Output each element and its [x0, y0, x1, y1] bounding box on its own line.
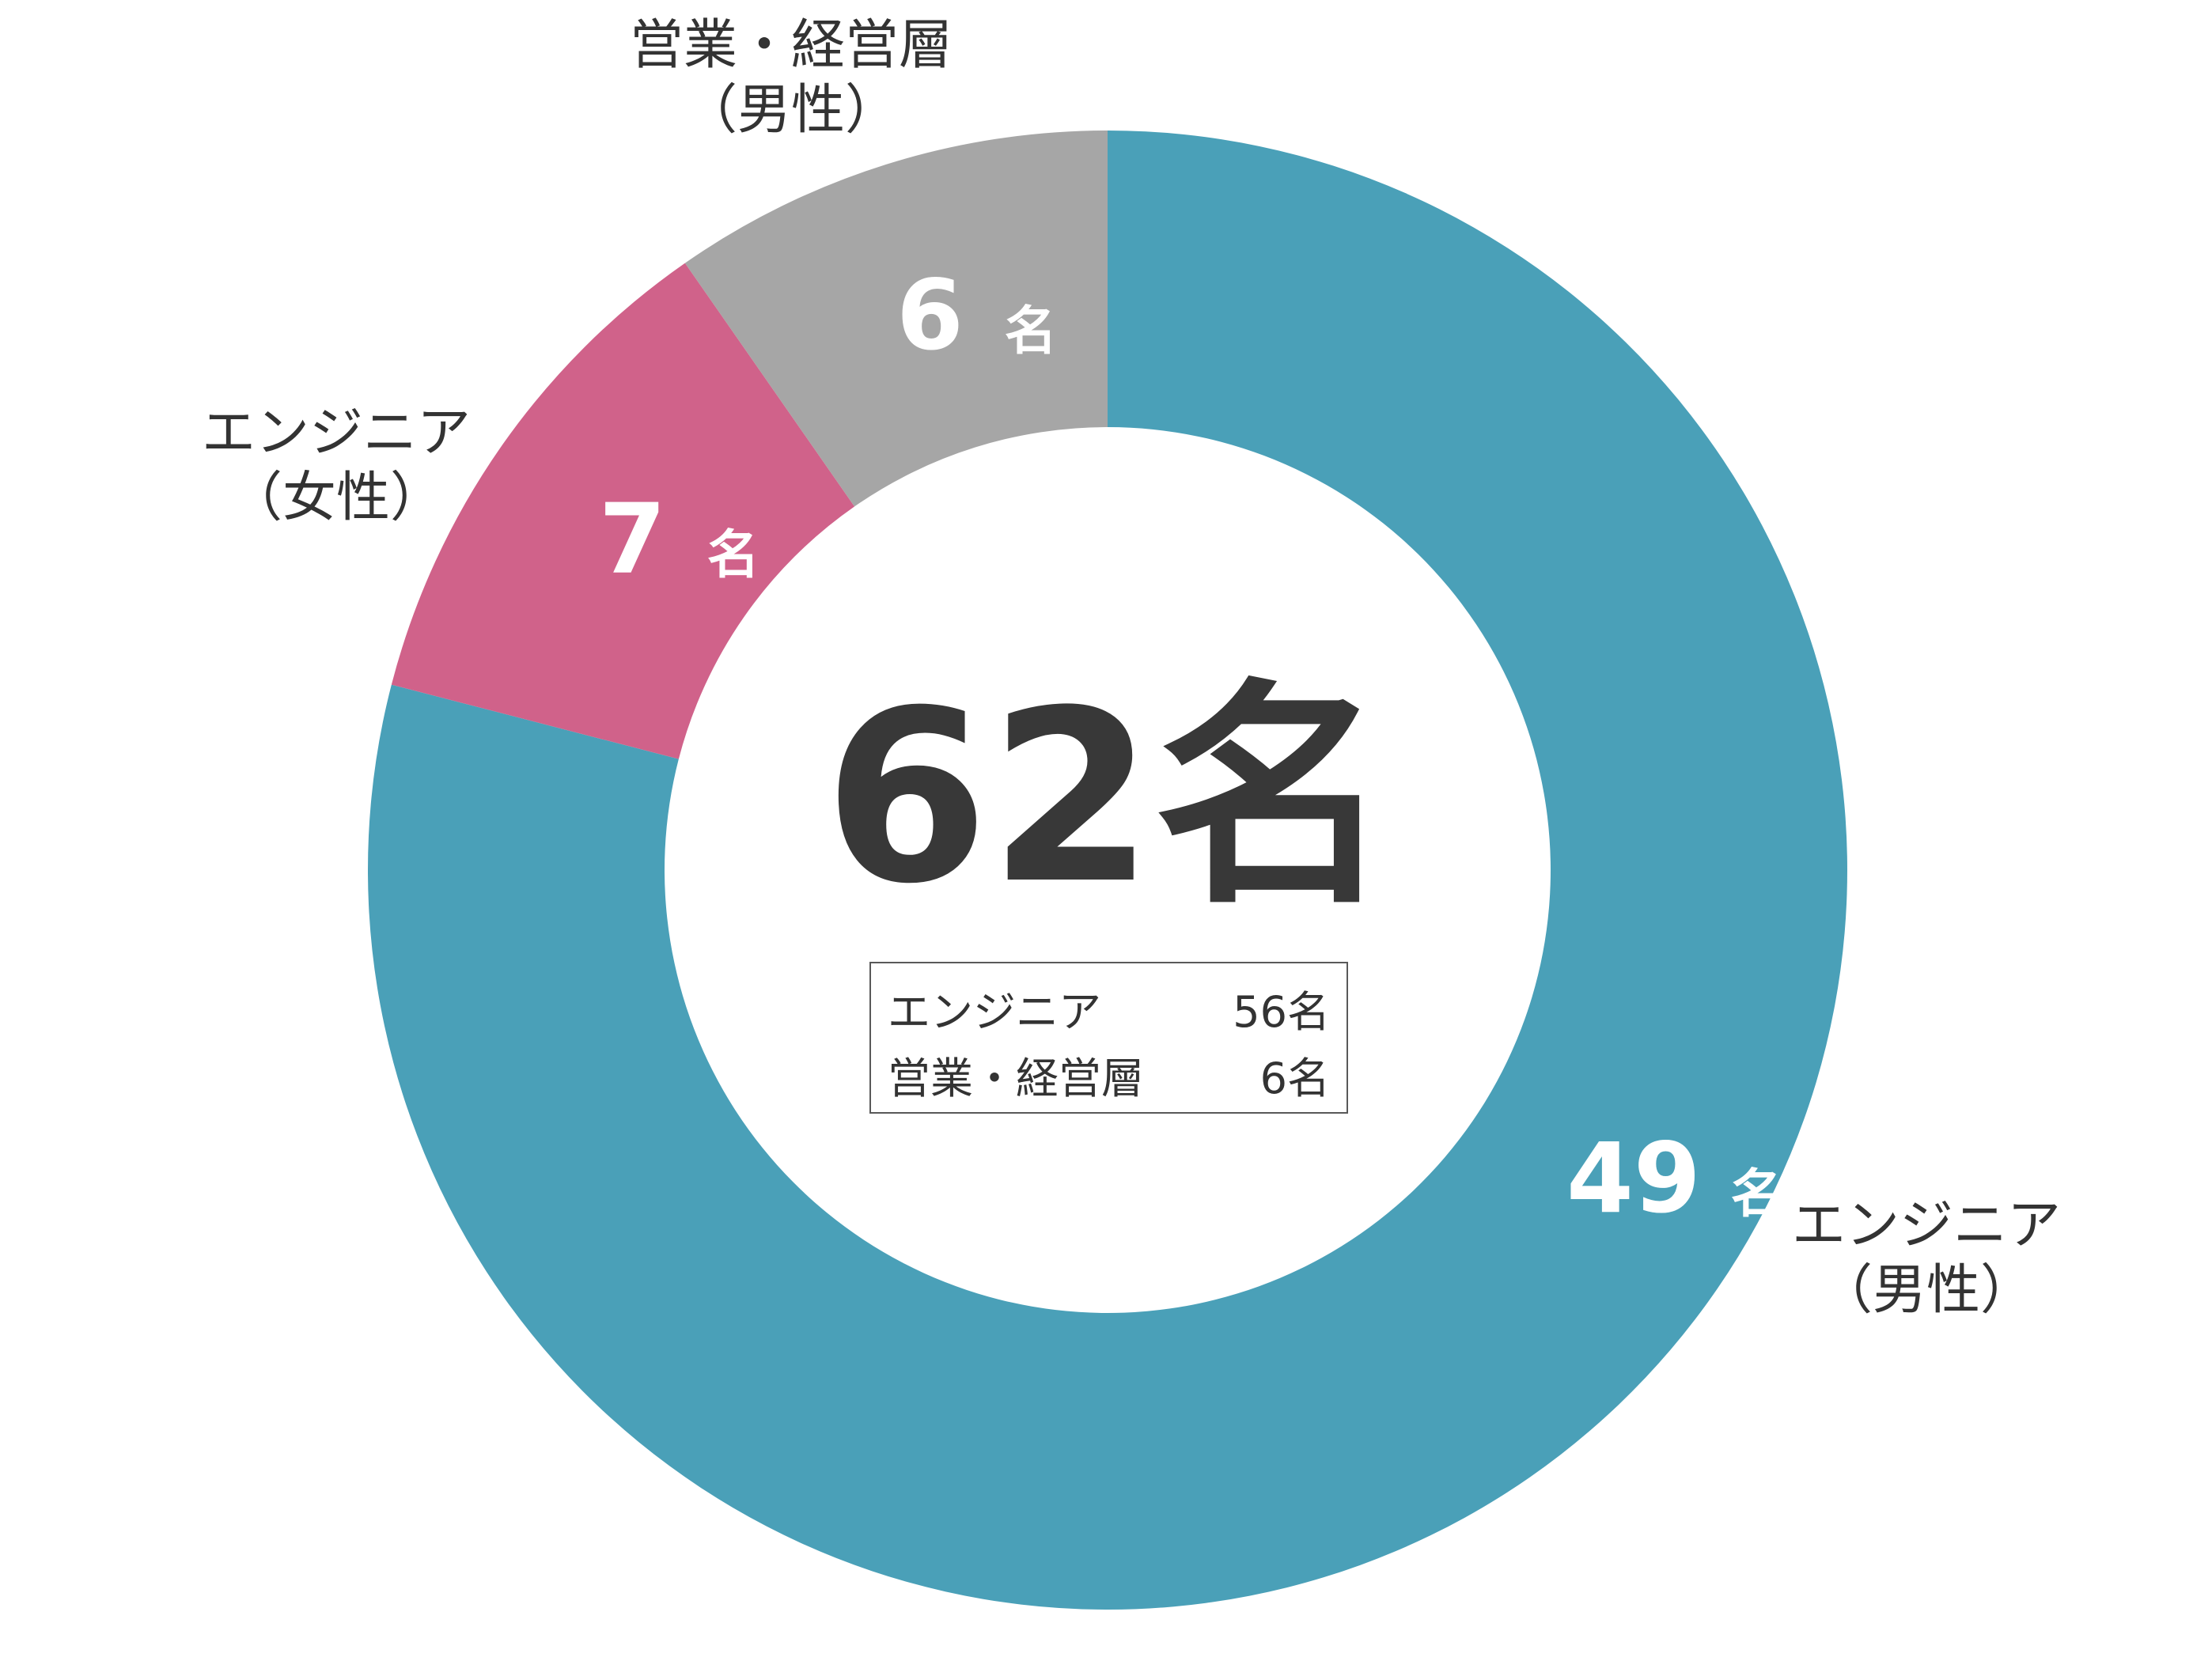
slice-engineer-female	[391, 263, 855, 759]
slice-category-labels: 営業・経営層 （男性） エンジニア （女性） エンジニア （男性）	[202, 14, 2061, 1322]
slice-value-unit: 名	[707, 524, 759, 585]
center-total: 62名	[824, 660, 1391, 936]
slice-value-engineer-male: 49 名	[1566, 1122, 1783, 1235]
donut-slices	[367, 131, 1847, 1610]
summary-label-engineer: エンジニア	[888, 987, 1101, 1037]
label-engineer-male-line1: エンジニア	[1792, 1194, 2061, 1257]
summary-box: エンジニア 56名 営業・経営層 6名	[869, 962, 1348, 1114]
summary-value-engineer: 56名	[1233, 987, 1330, 1037]
slice-engineer-male	[367, 131, 1847, 1610]
slice-value-unit: 名	[1005, 301, 1057, 361]
label-sales-management-male-line2: （男性）	[684, 79, 899, 142]
summary-value-sales-management: 6名	[1260, 1054, 1330, 1103]
summary-box-border	[869, 962, 1348, 1114]
slice-value-number: 49	[1566, 1122, 1701, 1235]
label-engineer-female-line2: （女性）	[229, 467, 444, 529]
slice-value-unit: 名	[1731, 1163, 1783, 1224]
slice-value-number: 7	[599, 483, 666, 596]
label-engineer-male-line2: （男性）	[1819, 1259, 2034, 1322]
summary-label-sales-management: 営業・経営層	[888, 1054, 1144, 1103]
label-engineer-female-line1: エンジニア	[202, 402, 471, 464]
label-sales-management-male-line1: 営業・経営層	[630, 14, 953, 77]
slice-value-number: 6	[896, 259, 964, 372]
slice-sales-management-male	[684, 131, 1108, 507]
